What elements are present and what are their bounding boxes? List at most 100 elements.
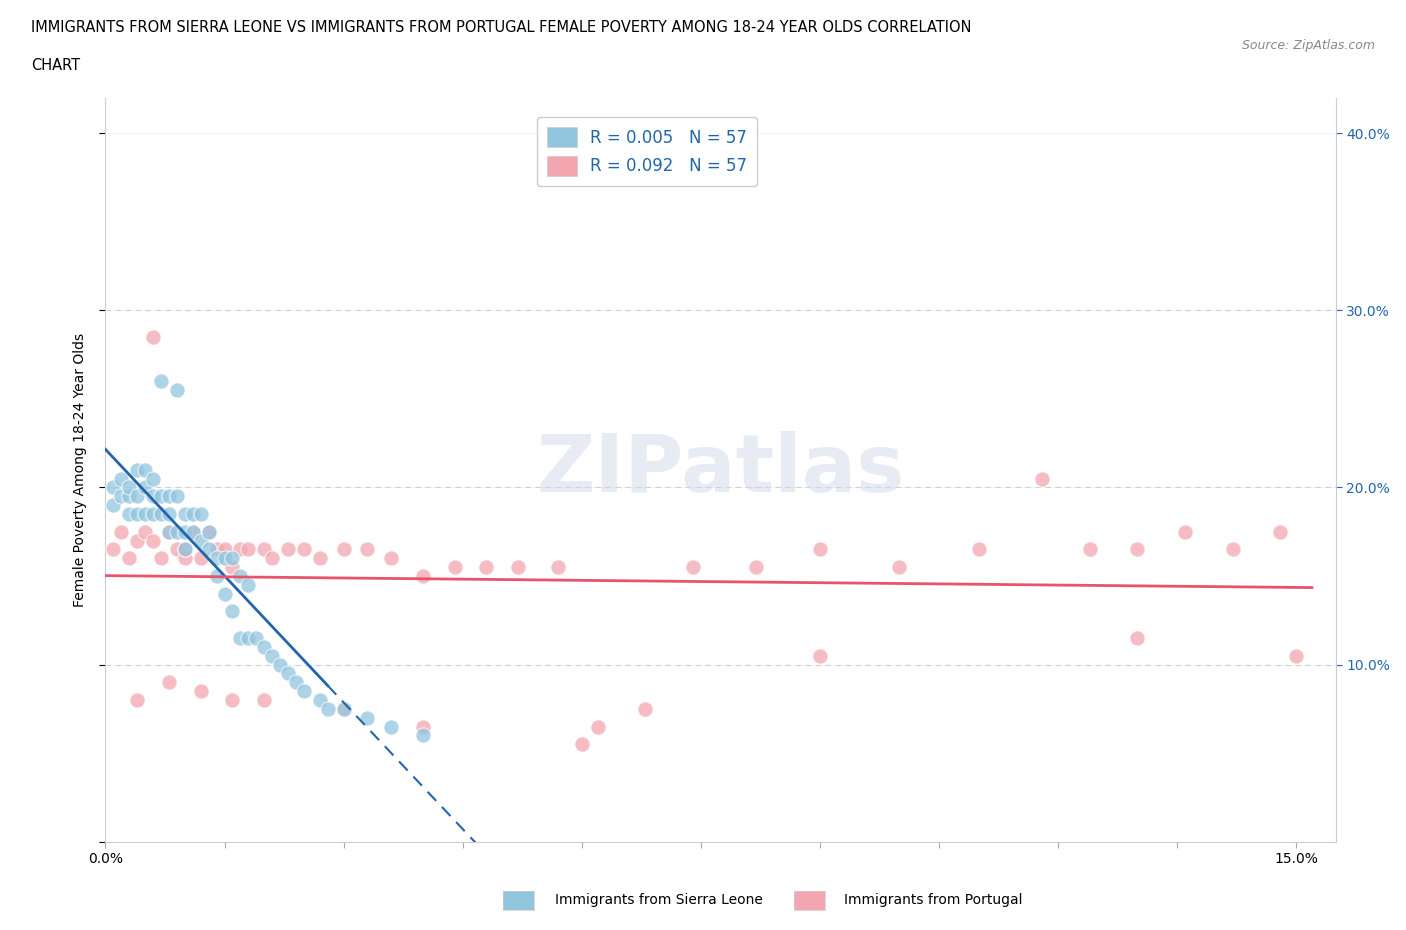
Text: CHART: CHART [31,58,80,73]
Point [173,507,195,522]
Point [118,507,141,522]
Point [157,525,180,539]
Point [205,568,228,583]
Point [157,507,180,522]
Point [253,639,276,654]
Point [173,542,195,557]
Point [262,551,284,565]
Point [118,480,141,495]
Point [221,560,243,575]
Point [332,542,354,557]
Point [547,560,569,575]
Point [238,631,260,645]
Point [110,525,132,539]
Point [1285,648,1308,663]
Point [221,693,243,708]
Point [229,542,252,557]
Point [127,462,149,477]
Text: ZIPatlas: ZIPatlas [537,431,904,509]
Point [221,604,243,618]
Point [134,462,156,477]
Point [127,507,149,522]
Point [245,631,267,645]
Point [1031,472,1053,486]
Point [181,525,204,539]
Point [157,525,180,539]
Point [229,631,252,645]
Point [118,551,141,565]
Point [181,525,204,539]
Point [412,568,434,583]
Point [134,480,156,495]
Point [150,374,173,389]
Point [277,666,299,681]
Text: IMMIGRANTS FROM SIERRA LEONE VS IMMIGRANTS FROM PORTUGAL FEMALE POVERTY AMONG 18: IMMIGRANTS FROM SIERRA LEONE VS IMMIGRAN… [31,20,972,35]
Point [214,586,236,601]
Point [808,542,831,557]
Point [443,560,465,575]
Point [316,701,339,716]
Point [308,693,330,708]
Point [745,560,768,575]
Point [173,551,195,565]
Point [110,472,132,486]
Point [356,542,378,557]
Point [134,507,156,522]
Point [221,551,243,565]
Point [889,560,911,575]
Point [205,542,228,557]
Point [197,525,219,539]
Point [229,568,252,583]
Point [197,525,219,539]
Point [475,560,498,575]
Point [1126,542,1149,557]
Point [134,525,156,539]
Point [214,542,236,557]
Point [173,525,195,539]
Y-axis label: Female Poverty Among 18-24 Year Olds: Female Poverty Among 18-24 Year Olds [73,333,87,606]
Point [1174,525,1197,539]
Point [127,693,149,708]
Point [269,658,291,672]
Point [142,329,165,344]
Point [380,719,402,734]
Legend: R = 0.005   N = 57, R = 0.092   N = 57: R = 0.005 N = 57, R = 0.092 N = 57 [537,117,756,186]
Point [808,648,831,663]
Point [173,542,195,557]
Point [238,578,260,592]
Point [508,560,530,575]
Point [412,728,434,743]
Point [332,701,354,716]
Point [190,533,212,548]
Point [1126,631,1149,645]
Point [103,498,125,512]
Point [118,489,141,504]
Point [166,382,188,397]
Point [127,533,149,548]
Text: Immigrants from Sierra Leone: Immigrants from Sierra Leone [555,893,763,908]
Point [253,693,276,708]
Point [166,489,188,504]
Point [332,701,354,716]
Point [238,542,260,557]
Point [1268,525,1291,539]
Point [190,684,212,698]
Point [142,472,165,486]
Point [1222,542,1244,557]
Point [1078,542,1101,557]
Point [253,542,276,557]
Point [277,542,299,557]
Point [197,542,219,557]
Point [190,507,212,522]
Point [166,525,188,539]
Point [181,507,204,522]
Point [682,560,704,575]
Point [571,737,593,751]
Point [103,480,125,495]
Point [142,533,165,548]
Point [150,489,173,504]
Point [142,507,165,522]
Point [262,648,284,663]
Point [190,551,212,565]
Point [150,507,173,522]
